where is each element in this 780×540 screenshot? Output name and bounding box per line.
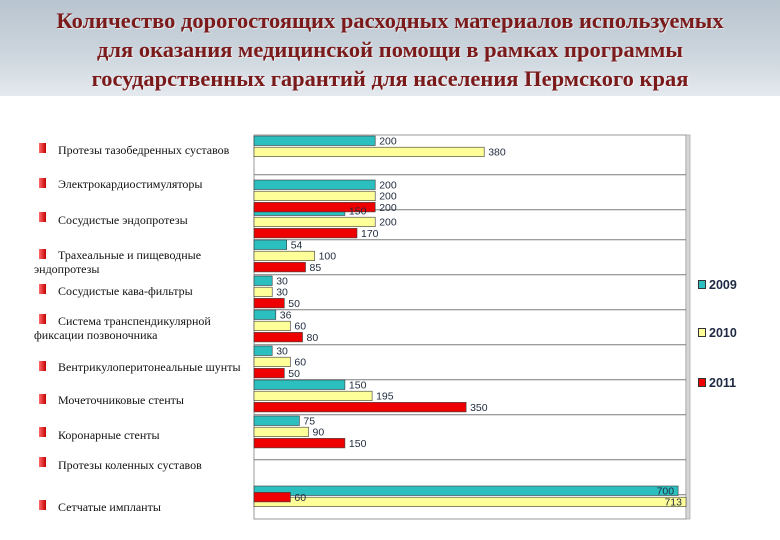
value-label-2010-6: 60 <box>294 357 306 369</box>
bar-2009-10 <box>253 485 679 496</box>
category-label-mesh-implants: Сетчатые импланты <box>58 500 161 514</box>
legend-label-2010: 2010 <box>709 326 737 340</box>
bullet-icon <box>39 284 46 294</box>
value-label-2011-5: 80 <box>307 332 319 344</box>
bar-2009-5 <box>253 309 277 320</box>
title-line-3: государственных гарантий для населения П… <box>91 66 689 91</box>
value-label-2009-8: 75 <box>303 416 315 428</box>
bar-2010-5 <box>253 320 291 332</box>
bullet-icon <box>39 427 46 437</box>
category-label-knee-prostheses: Протезы коленных суставов <box>58 458 202 472</box>
bullet-icon <box>39 500 46 510</box>
bullet-icon <box>39 249 46 259</box>
legend-label-2009: 2009 <box>709 278 737 292</box>
category-label-vascular-endoprostheses: Сосудистые эндопротезы <box>58 213 188 227</box>
value-label-2010-1: 200 <box>379 191 397 203</box>
category-label-hip-prostheses: Протезы тазобедренных суставов <box>58 143 230 157</box>
legend-swatch-2011 <box>698 378 706 387</box>
category-label-cava-filters: Сосудистые кава-фильтры <box>58 284 193 298</box>
value-label-2009-2: 150 <box>349 206 367 218</box>
category-label-tracheal-esophageal: Трахеальные и пищеводные эндопротезы <box>34 248 202 276</box>
bullet-icon <box>39 457 46 467</box>
bar-2010-10 <box>253 496 687 508</box>
bar-2011-6 <box>253 368 285 379</box>
bar-2010-8 <box>253 426 309 438</box>
value-label-2010-3: 100 <box>319 251 337 263</box>
title-banner: Количество дорогостоящих расходных матер… <box>0 0 780 96</box>
value-label-2010-8: 90 <box>313 427 325 439</box>
value-label-2010-4: 30 <box>276 287 288 299</box>
bullet-icon <box>39 143 46 153</box>
plot-depth-edge <box>685 134 691 520</box>
value-label-2009-5: 36 <box>280 310 292 322</box>
bullet-icon <box>39 314 46 324</box>
bar-2011-8 <box>253 438 346 449</box>
bar-2010-3 <box>253 250 315 261</box>
page-title: Количество дорогостоящих расходных матер… <box>0 6 780 93</box>
category-label-coronary-stents: Коронарные стенты <box>58 428 160 442</box>
bar-2011-9 <box>253 492 291 503</box>
bar-2009-4 <box>253 275 273 286</box>
bar-2010-4 <box>253 286 273 298</box>
value-label-2010-0: 380 <box>488 147 506 159</box>
value-label-2009-3: 54 <box>291 240 303 252</box>
bullet-icon <box>39 361 46 371</box>
value-label-2010-2: 200 <box>379 217 397 229</box>
bar-2010-7 <box>253 390 373 402</box>
bar-2009-8 <box>253 415 300 426</box>
value-label-2010-10: 713 <box>664 497 682 509</box>
category-label-pacemakers: Электрокардиостимуляторы <box>58 177 203 191</box>
legend-swatch-2009 <box>698 280 706 289</box>
bar-2011-1 <box>253 202 376 213</box>
category-label-vp-shunts: Вентрикулоперитонеальные шунты <box>58 360 241 374</box>
bullet-icon <box>39 394 46 404</box>
value-label-2009-6: 30 <box>276 346 288 358</box>
value-label-2011-9: 60 <box>294 492 306 504</box>
value-label-2011-4: 50 <box>288 298 300 310</box>
value-label-2009-0: 200 <box>379 136 397 148</box>
value-label-2009-4: 30 <box>276 276 288 288</box>
title-line-2: для оказания медицинской помощи в рамках… <box>97 37 683 62</box>
bar-2009-7 <box>253 379 346 390</box>
legend-label-2011: 2011 <box>709 376 737 390</box>
category-list: Протезы тазобедренных суставов Электрока… <box>0 0 250 540</box>
bar-2011-4 <box>253 298 285 309</box>
value-label-2010-5: 60 <box>294 321 306 333</box>
value-label-2011-2: 170 <box>361 228 379 240</box>
bar-2010-1 <box>253 190 376 201</box>
legend-swatch-2010 <box>698 328 706 337</box>
title-line-1: Количество дорогостоящих расходных матер… <box>56 8 724 33</box>
bar-2011-7 <box>253 402 467 413</box>
bar-2009-3 <box>253 239 288 250</box>
bar-2011-3 <box>253 262 306 273</box>
value-label-2011-8: 150 <box>349 438 367 450</box>
bar-2010-0 <box>253 146 485 157</box>
category-label-spinal-fixation: Система транспендикулярной фиксации позв… <box>34 314 211 342</box>
value-label-2009-10: 700 <box>657 486 675 498</box>
bar-2009-0 <box>253 135 376 146</box>
value-label-2009-1: 200 <box>379 180 397 192</box>
bar-2010-6 <box>253 356 291 368</box>
value-label-2011-1: 200 <box>379 202 397 214</box>
category-label-ureteral-stents: Мочеточниковые стенты <box>58 393 184 407</box>
value-label-2011-7: 350 <box>470 402 488 414</box>
value-label-2009-7: 150 <box>349 380 367 392</box>
bar-2011-2 <box>253 228 358 239</box>
value-label-2011-6: 50 <box>288 368 300 380</box>
bar-2009-6 <box>253 345 273 356</box>
bar-2011-5 <box>253 332 303 343</box>
value-label-2010-7: 195 <box>376 391 394 403</box>
bar-2010-2 <box>253 216 376 227</box>
bullet-icon <box>39 212 46 222</box>
bar-2009-1 <box>253 179 376 190</box>
value-label-2011-3: 85 <box>310 262 322 274</box>
bullet-icon <box>39 178 46 188</box>
